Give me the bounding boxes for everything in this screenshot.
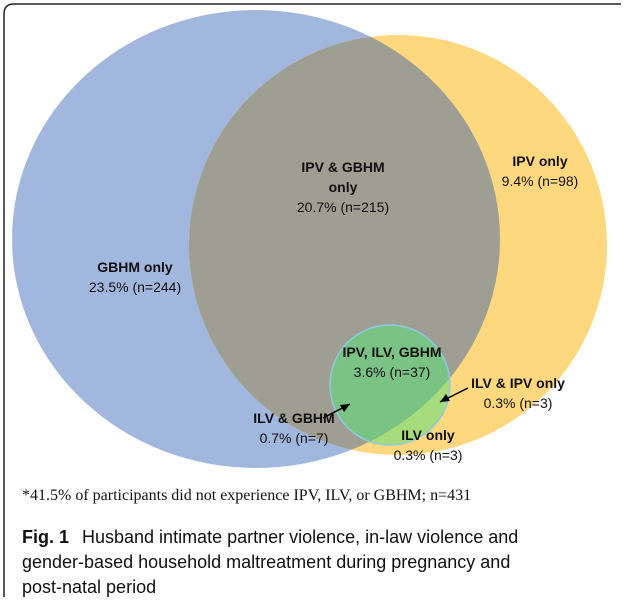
region-label: only bbox=[329, 179, 358, 195]
caption-label: Fig. 1 bbox=[22, 527, 69, 547]
caption-line: post-natal period bbox=[22, 577, 156, 597]
caption-line: gender-based household maltreatment duri… bbox=[22, 552, 510, 572]
region-label: IPV & GBHM bbox=[301, 159, 384, 175]
region-label: ILV & GBHM bbox=[253, 410, 334, 426]
region-label: ILV only bbox=[401, 427, 455, 443]
arrow-head bbox=[440, 394, 450, 402]
region-value: 23.5% (n=244) bbox=[89, 279, 181, 295]
region-label: GBHM only bbox=[97, 259, 173, 275]
region-value: 20.7% (n=215) bbox=[297, 199, 389, 215]
region-label: IPV only bbox=[512, 153, 567, 169]
region-label: ILV & IPV only bbox=[471, 375, 565, 391]
figure-border bbox=[3, 3, 621, 597]
region-value: 3.6% (n=37) bbox=[354, 364, 431, 380]
ipv-gbhm-overlap bbox=[189, 35, 500, 455]
ilv-circle bbox=[329, 324, 451, 446]
caption-line: Husband intimate partner violence, in-la… bbox=[82, 527, 518, 547]
region-value: 0.3% (n=3) bbox=[484, 395, 553, 411]
footnote: *41.5% of participants did not experienc… bbox=[22, 487, 471, 504]
region-labels: GBHM only 23.5% (n=244) IPV & GBHM only 20.7… bbox=[89, 153, 578, 463]
region-value: 9.4% (n=98) bbox=[502, 173, 579, 189]
arrow-head bbox=[340, 404, 350, 412]
region-value: 0.7% (n=7) bbox=[260, 430, 329, 446]
region-label: IPV, ILV, GBHM bbox=[342, 344, 441, 360]
region-value: 0.3% (n=3) bbox=[394, 447, 463, 463]
caption: Husband intimate partner violence, in-la… bbox=[22, 527, 518, 597]
